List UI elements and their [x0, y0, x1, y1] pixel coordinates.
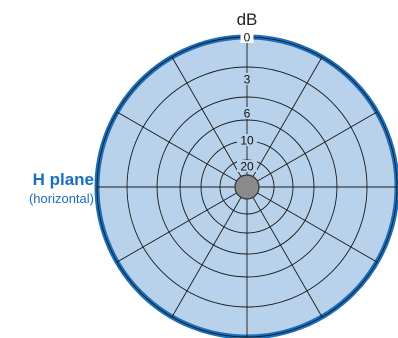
- tick-label: 10: [240, 134, 254, 148]
- unit-label: dB: [237, 10, 258, 29]
- tick-label-bg: [240, 107, 254, 119]
- polar-grid: [96, 36, 398, 338]
- tick-label: 3: [244, 73, 251, 87]
- grid-spoke: [246, 186, 378, 263]
- tick-label: 6: [244, 107, 251, 121]
- center-dot: [234, 174, 260, 200]
- tick-label: 0: [244, 31, 251, 45]
- grid-spoke: [116, 111, 248, 188]
- grid-spoke: [246, 186, 323, 318]
- grid-spoke: [171, 186, 248, 318]
- tick-label-bg: [240, 31, 254, 43]
- tick-label-bg: [240, 73, 254, 85]
- grid-spoke: [171, 56, 248, 188]
- grid-spoke: [116, 186, 248, 263]
- tick-label: 20: [240, 160, 254, 174]
- grid-spoke: [246, 111, 378, 188]
- tick-labels: 0 3 6 10 20: [237, 31, 257, 174]
- tick-label-bg: [237, 134, 257, 146]
- plane-sublabel: (horizontal): [29, 191, 94, 206]
- grid-spoke: [246, 56, 323, 188]
- tick-label-bg: [237, 160, 257, 172]
- plane-label: H plane: [33, 170, 94, 189]
